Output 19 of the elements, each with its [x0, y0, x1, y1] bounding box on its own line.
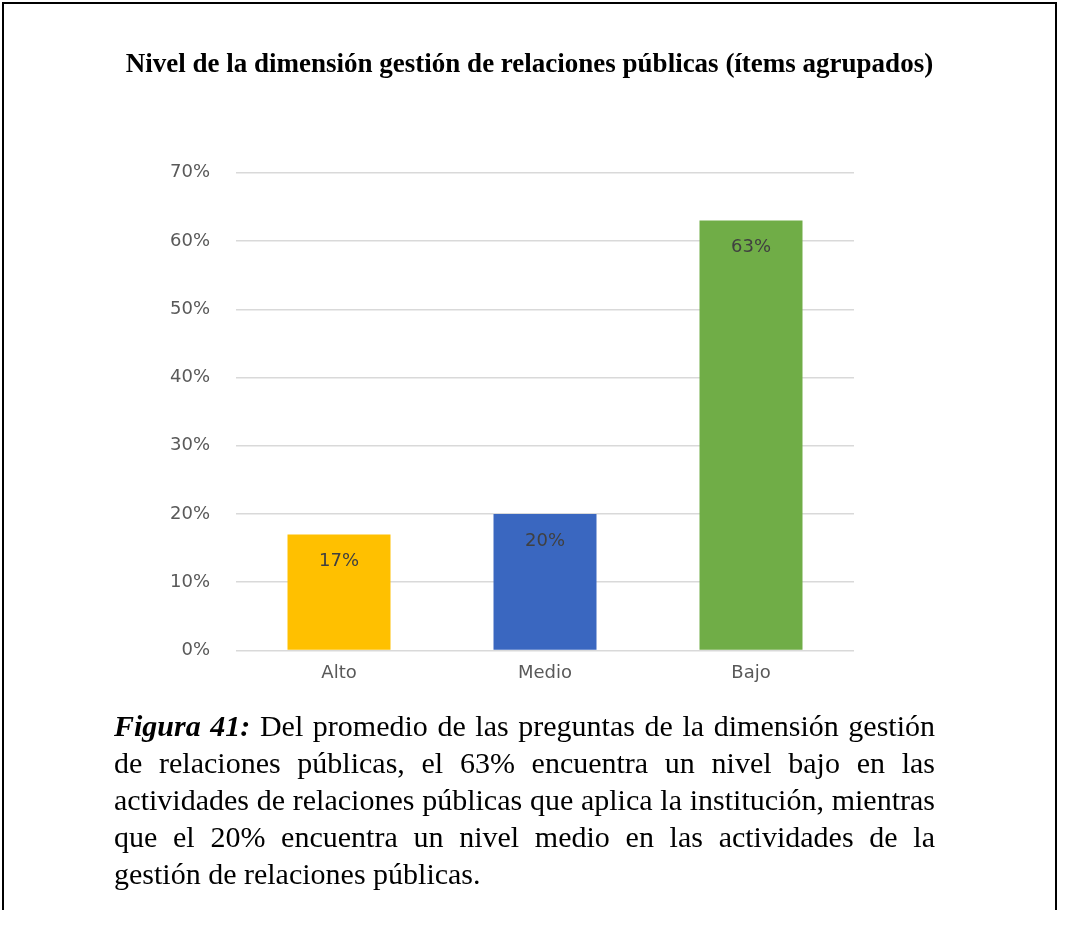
- y-tick-label: 70%: [169, 160, 211, 182]
- y-tick-label: 40%: [169, 365, 211, 387]
- y-tick-label: 60%: [169, 228, 211, 250]
- bar: [493, 513, 597, 650]
- bar: [699, 220, 803, 650]
- chart-title: Nivel de la dimensión gestión de relaciones públicas (ítems agrupados): [124, 48, 935, 79]
- data-label: 17%: [319, 549, 360, 571]
- x-tick-label: Medio: [517, 660, 573, 682]
- data-label: 20%: [525, 528, 566, 550]
- x-tick-label: Bajo: [731, 660, 771, 682]
- y-tick-label: 20%: [169, 501, 211, 523]
- y-tick-label: 50%: [169, 296, 211, 318]
- data-label: 63%: [730, 235, 772, 257]
- text: Figura 41: Del promedio de las preguntas de la dimensión gestión de relaciones públicas, el 63% encuentra un nivel bajo en las actividades de relaciones públicas que aplica la institución, mientras que el 20% encuentra un nivel medio en las actividades de la gestión de relaciones públicas.: [114, 709, 935, 890]
- x-tick-label: Alto: [321, 660, 357, 682]
- bar: [287, 534, 391, 650]
- y-tick-label: 30%: [169, 433, 211, 455]
- y-tick-label: 0%: [181, 638, 211, 660]
- y-tick-label: 10%: [169, 569, 211, 591]
